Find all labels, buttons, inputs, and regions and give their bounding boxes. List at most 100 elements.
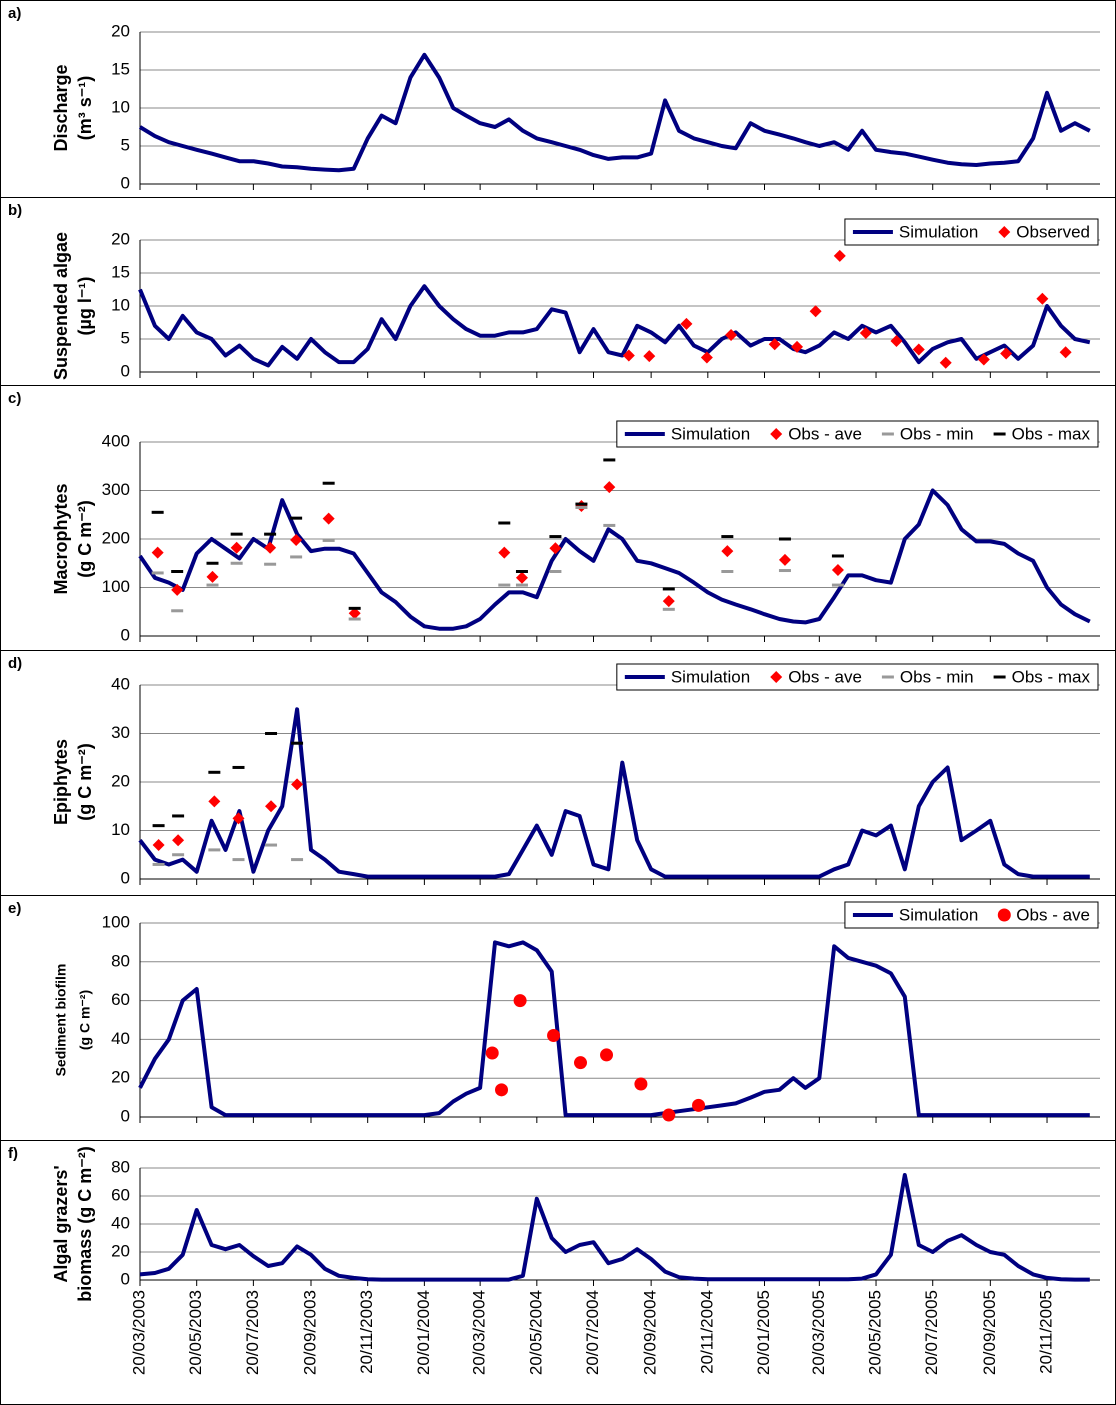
y-tick-label: 20 <box>111 21 130 40</box>
marker <box>291 778 304 791</box>
marker <box>151 546 164 559</box>
legend: Simulation Obs - ave Obs - min Obs - max <box>616 663 1099 691</box>
line <box>138 52 1091 173</box>
legend-label: Obs - ave <box>1016 905 1090 924</box>
line <box>139 1173 1090 1282</box>
y-tick-label: 40 <box>111 1213 130 1232</box>
y-tick-label: 0 <box>121 173 130 192</box>
marker <box>600 1048 614 1062</box>
y-axis-label: (g C m⁻²) <box>75 500 95 577</box>
panel-label: e) <box>8 900 21 917</box>
marker <box>547 1029 561 1043</box>
marker <box>791 340 804 353</box>
y-tick-label: 40 <box>111 674 130 693</box>
panel-label: c) <box>8 390 21 407</box>
y-tick-label: 10 <box>111 97 130 116</box>
marker <box>643 350 656 363</box>
legend-box <box>616 663 1099 691</box>
x-tick-label: 20/05/2005 <box>866 1290 885 1375</box>
marker <box>1000 347 1013 360</box>
marker <box>498 546 511 559</box>
marker <box>322 512 335 525</box>
marker <box>230 541 243 554</box>
line <box>138 707 1090 879</box>
y-tick-label: 80 <box>111 1157 130 1176</box>
y-tick-label: 0 <box>121 868 130 887</box>
legend-label: Observed <box>1016 222 1090 241</box>
marker <box>700 351 713 364</box>
x-tick-label: 20/03/2003 <box>129 1290 148 1375</box>
y-tick-label: 40 <box>111 1029 130 1048</box>
legend-label: Simulation <box>899 222 978 241</box>
y-tick-label: 400 <box>102 431 130 450</box>
marker <box>622 349 635 362</box>
y-tick-label: 200 <box>102 528 130 547</box>
marker <box>997 908 1011 922</box>
marker <box>208 795 221 808</box>
y-tick-label: 100 <box>102 912 130 931</box>
x-tick-label: 20/09/2005 <box>980 1290 999 1375</box>
x-tick-label: 20/09/2004 <box>641 1290 660 1375</box>
marker <box>912 343 925 356</box>
y-tick-label: 20 <box>111 1241 130 1260</box>
legend-label: Obs - ave <box>788 424 862 443</box>
line <box>138 940 1090 1118</box>
legend-label: Obs - min <box>900 424 974 443</box>
y-tick-label: 5 <box>121 135 130 154</box>
y-axis-label: (g C m⁻²) <box>75 743 95 820</box>
marker <box>680 317 693 330</box>
marker <box>831 564 844 577</box>
x-tick-label: 20/03/2004 <box>470 1290 489 1375</box>
marker <box>809 305 822 318</box>
marker <box>770 671 783 683</box>
marker <box>603 481 616 494</box>
y-tick-label: 20 <box>111 229 130 248</box>
legend-label: Obs - ave <box>788 667 862 686</box>
legend-label: Obs - max <box>1012 667 1091 686</box>
x-tick-label: 20/05/2003 <box>186 1290 205 1375</box>
y-axis-label: (g C m⁻²) <box>77 990 93 1050</box>
legend-box <box>616 420 1099 448</box>
x-tick-label: 20/11/2003 <box>357 1290 376 1374</box>
marker <box>721 545 734 558</box>
legend-label: Obs - max <box>1012 424 1091 443</box>
x-tick-label: 20/07/2004 <box>583 1290 602 1375</box>
legend-label: Simulation <box>671 424 750 443</box>
y-axis-label: Sediment biofilm <box>53 964 69 1077</box>
x-tick-label: 20/03/2005 <box>809 1290 828 1375</box>
marker <box>549 542 562 555</box>
y-tick-label: 60 <box>111 990 130 1009</box>
line <box>138 488 1091 631</box>
marker <box>634 1077 648 1091</box>
marker <box>232 812 245 825</box>
marker <box>662 1108 676 1122</box>
legend: Simulation Obs - ave <box>844 901 1099 929</box>
marker <box>172 834 185 847</box>
y-axis-label: Algal grazers' <box>51 1165 71 1282</box>
panel-label: a) <box>8 5 21 22</box>
x-tick-label: 20/01/2004 <box>414 1290 433 1375</box>
y-tick-label: 20 <box>111 771 130 790</box>
legend: Simulation Obs - ave Obs - min Obs - max <box>616 420 1099 448</box>
y-tick-label: 30 <box>111 723 130 742</box>
marker <box>290 533 303 546</box>
y-tick-label: 0 <box>121 1106 130 1125</box>
panel-label: f) <box>8 1145 18 1162</box>
marker <box>1036 292 1049 305</box>
marker <box>485 1046 499 1060</box>
x-tick-label: 20/07/2005 <box>922 1290 941 1375</box>
legend-label: Obs - min <box>900 667 974 686</box>
y-axis-label: Epiphytes <box>51 739 71 825</box>
panel-label: d) <box>8 655 22 672</box>
marker <box>206 570 219 583</box>
y-axis-label: Suspended algae <box>51 232 71 380</box>
y-tick-label: 100 <box>102 577 130 596</box>
marker <box>725 329 738 342</box>
panel-label: b) <box>8 202 22 219</box>
legend: Simulation Observed <box>844 218 1099 246</box>
marker <box>770 428 783 440</box>
y-tick-label: 10 <box>111 820 130 839</box>
y-tick-label: 15 <box>111 59 130 78</box>
marker <box>171 583 184 596</box>
